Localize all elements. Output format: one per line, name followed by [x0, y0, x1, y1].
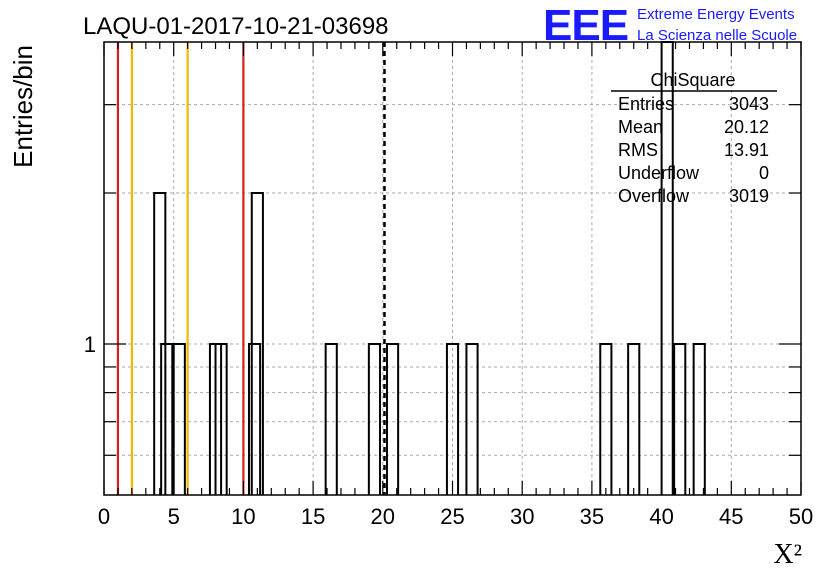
histogram-bin	[160, 343, 174, 495]
stats-rows: Entries 3043 Mean 20.12 RMS 13.91 Underflow 0 Ov…	[618, 94, 769, 206]
histogram-bin	[599, 343, 613, 495]
stats-label: RMS	[618, 140, 658, 160]
histogram-bin	[172, 343, 186, 495]
stats-value: 20.12	[724, 117, 769, 137]
stats-value: 3019	[729, 186, 769, 206]
x-tick-label: 20	[371, 504, 395, 529]
axes	[103, 41, 802, 496]
stats-label: Underflow	[618, 163, 700, 183]
histogram-bin	[247, 343, 262, 495]
y-axis-label: Entries/bin	[8, 45, 38, 168]
histogram-bin	[445, 343, 460, 495]
stats-label: Entries	[618, 94, 674, 114]
histogram-bin	[465, 343, 479, 495]
stats-value: 3043	[729, 94, 769, 114]
x-tick-label: 50	[789, 504, 813, 529]
logo-line2: La Scienza nelle Scuole	[637, 27, 797, 44]
stats-value: 13.91	[724, 140, 769, 160]
x-tick-label: 10	[231, 504, 255, 529]
y-tick-label: 1	[84, 332, 96, 357]
stats-title: ChiSquare	[650, 70, 735, 90]
histogram-bin	[367, 343, 382, 495]
histogram-bin	[250, 192, 264, 495]
histogram-bin	[692, 343, 706, 495]
logo-line1: Extreme Energy Events	[637, 6, 795, 23]
eee-logo: EEE Extreme Energy Events La Scienza nel…	[543, 1, 797, 50]
stats-value: 0	[759, 163, 769, 183]
histogram-bin	[214, 343, 228, 495]
x-tick-label: 15	[301, 504, 325, 529]
histogram-bin	[673, 343, 687, 495]
stats-label: Mean	[618, 117, 663, 137]
x-tick-label: 45	[719, 504, 743, 529]
histogram-bars	[153, 41, 706, 495]
run-title: LAQU-01-2017-10-21-03698	[83, 13, 389, 40]
x-tick-label: 25	[440, 504, 464, 529]
histogram-bin	[627, 343, 641, 495]
y-tick-labels: 1	[84, 332, 96, 357]
x-axis-label: X²	[773, 539, 802, 570]
x-tick-label: 0	[98, 504, 110, 529]
stats-box: ChiSquare Entries 3043 Mean 20.12 RMS 13.91 Un…	[611, 70, 777, 206]
reference-lines	[116, 42, 386, 495]
x-tick-labels: 0 5 10 15 20 25 30 35 40 45 50	[98, 504, 813, 529]
x-tick-label: 40	[649, 504, 673, 529]
x-tick-label: 30	[510, 504, 534, 529]
histogram-bin	[385, 343, 400, 495]
stats-label: Overflow	[618, 186, 690, 206]
x-tick-label: 35	[580, 504, 604, 529]
x-tick-label: 5	[168, 504, 180, 529]
histogram-bin	[324, 343, 338, 495]
